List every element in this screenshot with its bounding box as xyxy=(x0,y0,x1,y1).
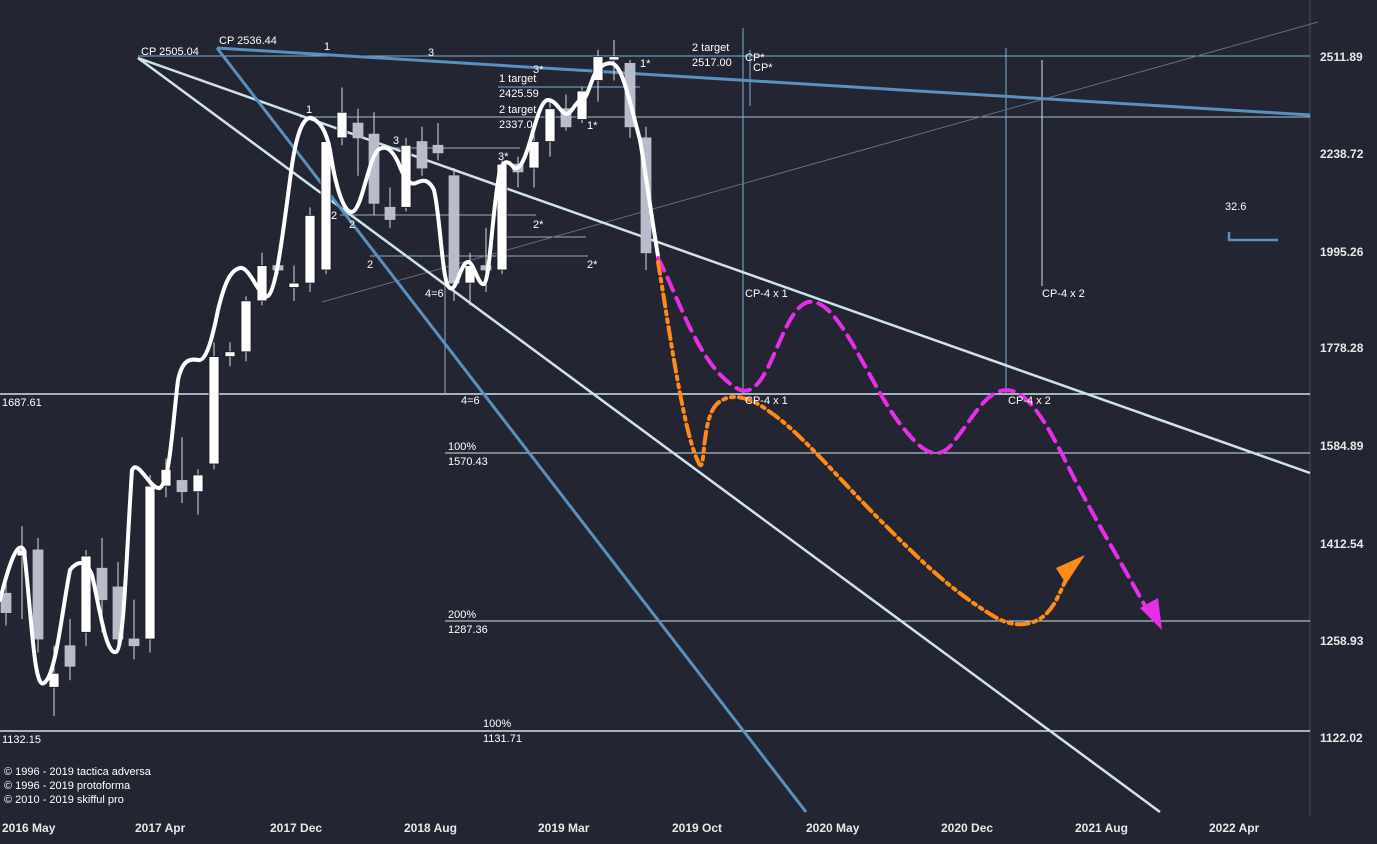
copyright-line: © 2010 - 2019 skifful pro xyxy=(4,794,124,806)
trendline-cp2536-flat xyxy=(216,46,1311,117)
candle-body xyxy=(560,108,572,128)
fib-pct-1570: 100% xyxy=(448,441,476,453)
x-axis: 2016 May 2017 Apr 2017 Dec 2018 Aug 2019… xyxy=(2,821,1260,835)
target-label-3: 2 target xyxy=(692,42,729,54)
candle-body xyxy=(224,351,236,357)
fib-value-1287: 1287.36 xyxy=(448,624,488,636)
x-tick-label: 2016 May xyxy=(2,821,56,835)
trendline-cp2505-upper xyxy=(137,56,1311,475)
copyright-line: © 1996 - 2019 protoforma xyxy=(4,780,131,792)
target-label-1: 1 target xyxy=(499,73,536,85)
wave-label: 3 xyxy=(428,47,434,59)
trendline-cp2536-steep xyxy=(215,47,808,813)
candle-body xyxy=(608,56,620,61)
y-tick-label: 1412.54 xyxy=(1320,537,1364,551)
wave-label: 2 xyxy=(349,219,355,231)
wave-label: 2* xyxy=(533,219,544,231)
orange-projection-path xyxy=(656,260,1074,627)
candle-body xyxy=(384,206,396,220)
projection-label: CP-4 x 2 xyxy=(1042,288,1085,300)
candle-body xyxy=(320,141,332,271)
candle-body xyxy=(352,122,364,139)
candle-body xyxy=(432,144,444,154)
candle-body xyxy=(288,282,300,288)
candle-body xyxy=(96,567,108,601)
x-tick-label: 2017 Apr xyxy=(135,821,186,835)
candle-body xyxy=(640,137,652,254)
y-tick-label: 1778.28 xyxy=(1320,341,1364,355)
candle-body xyxy=(208,356,220,465)
cp-label-2536: CP 2536.44 xyxy=(219,35,277,47)
wave-label: 3 xyxy=(393,135,399,147)
indicator-value: 32.6 xyxy=(1225,201,1246,213)
candle-body xyxy=(336,111,348,139)
level-label-1687: 1687.61 xyxy=(2,397,42,409)
candle-body xyxy=(304,215,316,284)
x-tick-label: 2020 Dec xyxy=(941,821,993,835)
y-tick-label: 2511.89 xyxy=(1320,50,1363,64)
fib-pct-1287: 200% xyxy=(448,609,476,621)
copyright-line: © 1996 - 2019 tactica adversa xyxy=(4,766,152,778)
candle-body xyxy=(192,474,204,493)
cp-label-2505: CP 2505.04 xyxy=(141,46,199,58)
cp-star-label-2: CP* xyxy=(753,62,773,74)
wave-label: 2 xyxy=(367,259,373,271)
x-tick-label: 2021 Aug xyxy=(1075,821,1128,835)
candle-body xyxy=(128,638,140,647)
y-axis: 2511.89 2238.72 1995.26 1778.28 1584.89 … xyxy=(1320,50,1364,745)
x-tick-label: 2018 Aug xyxy=(404,821,457,835)
candle-body xyxy=(176,480,188,493)
x-tick-label: 2019 Mar xyxy=(538,821,590,835)
smoothed-price-line xyxy=(0,61,660,686)
target-value-3: 2517.00 xyxy=(692,57,732,69)
x-tick-label: 2017 Dec xyxy=(270,821,322,835)
x-tick-label: 2022 Apr xyxy=(1209,821,1260,835)
y-tick-label: 2238.72 xyxy=(1320,147,1364,161)
candle-body xyxy=(240,300,252,353)
level-label-1132: 1132.15 xyxy=(2,734,41,746)
projection-label: CP-4 x 1 xyxy=(745,395,788,407)
magenta-arrowhead xyxy=(1140,598,1162,630)
y-tick-label: 1584.89 xyxy=(1320,439,1364,453)
target-label-2: 2 target xyxy=(499,104,536,116)
wave-label: 2 xyxy=(331,210,337,222)
fib-pct-1131: 100% xyxy=(483,718,511,730)
fib-value-1570: 1570.43 xyxy=(448,456,488,468)
wave-label: 2* xyxy=(587,259,598,271)
y-tick-label: 1995.26 xyxy=(1320,245,1364,259)
orange-arrowhead xyxy=(1056,555,1085,584)
y-tick-label: 1122.02 xyxy=(1320,731,1363,745)
wave-label: 1* xyxy=(587,120,598,132)
y-tick-label: 1258.93 xyxy=(1320,634,1364,648)
fib-value-1131: 1131.71 xyxy=(483,733,522,745)
magenta-projection-path xyxy=(656,256,1152,617)
candle-body xyxy=(448,175,460,284)
target-value-2: 2337.0 xyxy=(499,119,533,131)
target-value-1: 2425.59 xyxy=(499,88,539,100)
candle-body xyxy=(64,645,76,667)
cp-star-label-1: CP* xyxy=(745,52,765,64)
wave-label: 1* xyxy=(640,58,651,70)
wave-label: 4=6 xyxy=(425,288,444,300)
candle-body xyxy=(32,549,44,640)
wave-label: 1 xyxy=(306,104,312,116)
indicator-marker xyxy=(1227,232,1278,242)
wave-label: 4=6 xyxy=(461,395,480,407)
wave-label: 3* xyxy=(498,151,509,163)
x-tick-label: 2020 May xyxy=(806,821,860,835)
projection-label: CP-4 x 2 xyxy=(1008,395,1051,407)
wave-label: 1 xyxy=(324,41,330,53)
trendline-cp2505-lower xyxy=(137,56,1161,814)
candle-body xyxy=(416,141,428,169)
candle-body xyxy=(144,485,156,640)
candle-body xyxy=(528,141,540,169)
wave-label: 3* xyxy=(533,64,544,76)
x-tick-label: 2019 Oct xyxy=(672,821,722,835)
candle-body xyxy=(80,555,92,633)
candle-body xyxy=(0,592,12,613)
candle-body xyxy=(544,108,556,142)
projection-label: CP-4 x 1 xyxy=(745,288,788,300)
